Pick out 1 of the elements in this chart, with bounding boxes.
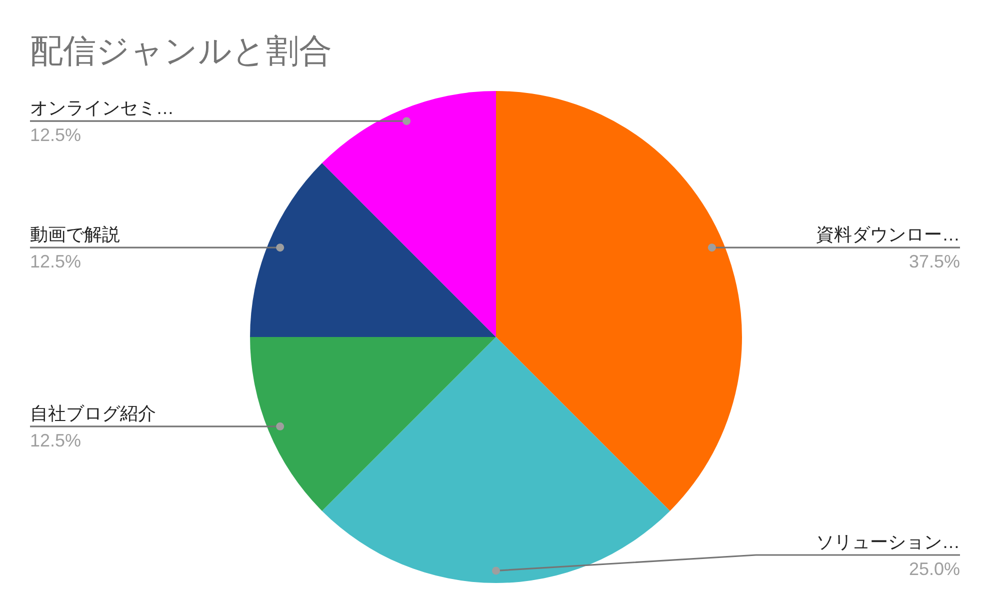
title: 配信ジャンルと割合	[30, 32, 332, 69]
